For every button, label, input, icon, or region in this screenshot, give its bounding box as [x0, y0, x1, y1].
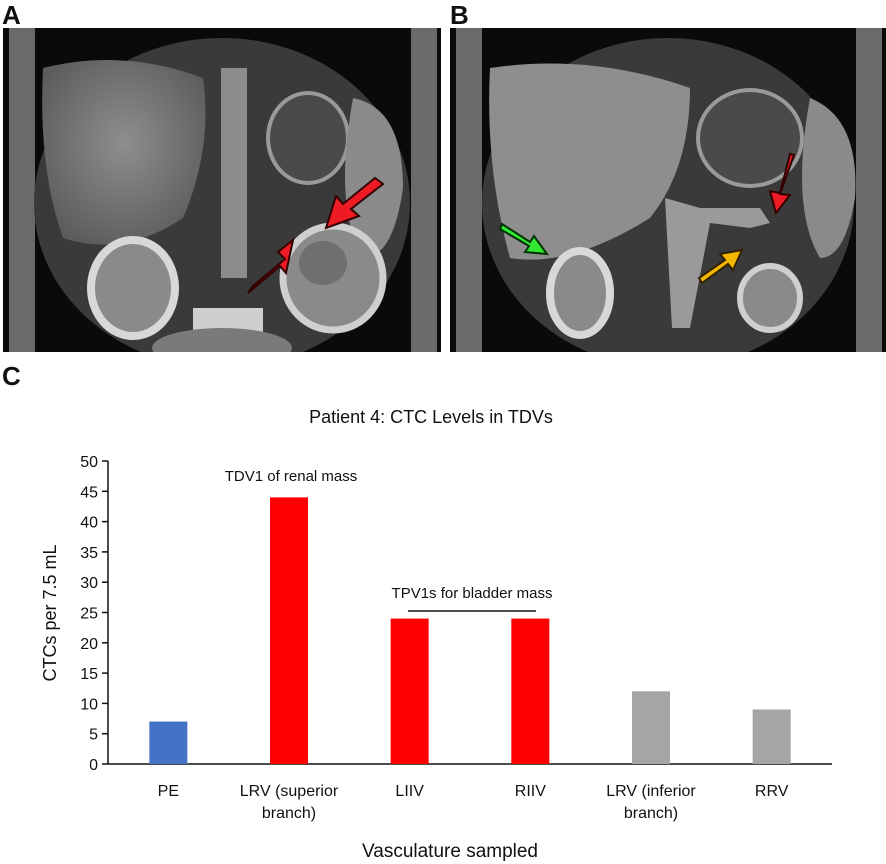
y-tick-label: 40 — [80, 515, 98, 532]
ct-image-b — [450, 28, 886, 352]
x-tick-label: PE — [158, 783, 179, 800]
x-tick-label: RIIV — [515, 783, 546, 800]
y-axis-label: CTCs per 7.5 mL — [40, 544, 60, 681]
y-tick-label: 5 — [89, 727, 98, 744]
y-tick-label: 15 — [80, 666, 98, 683]
y-tick-label: 20 — [80, 636, 98, 653]
bar — [752, 709, 791, 764]
panel-label-a: A — [2, 0, 21, 30]
bar — [511, 618, 550, 764]
y-tick-label: 10 — [80, 696, 98, 713]
bar-chart: Patient 4: CTC Levels in TDVs CTCs per 7… — [40, 407, 832, 862]
bar — [149, 721, 188, 764]
bar — [632, 691, 670, 764]
y-tick-label: 50 — [80, 454, 98, 471]
panel-label-c: C — [2, 361, 21, 391]
chart-title: Patient 4: CTC Levels in TDVs — [309, 407, 553, 427]
red-arrow-2 — [247, 237, 295, 294]
red-arrow-3 — [768, 152, 796, 216]
annotation-tdv1: TDV1 of renal mass — [225, 468, 358, 485]
y-tick-label: 45 — [80, 484, 98, 501]
ct-image-a — [3, 28, 441, 352]
bar — [270, 497, 308, 764]
y-tick-label: 0 — [89, 757, 98, 774]
panel-label-b: B — [450, 0, 469, 30]
yellow-arrow — [697, 248, 744, 285]
x-tick-label: LRV (superior branch) — [240, 783, 339, 822]
x-axis-label: Vasculature sampled — [362, 841, 538, 862]
y-tick-label: 35 — [80, 545, 98, 562]
y-tick-label: 30 — [80, 575, 98, 592]
red-arrow-1 — [324, 176, 385, 230]
x-tick-label: LIIV — [395, 783, 424, 800]
annotation-tpv1s: TPV1s for bladder mass — [392, 585, 553, 602]
x-tick-label: RRV — [755, 783, 789, 800]
green-arrow — [498, 222, 550, 256]
y-tick-label: 25 — [80, 606, 98, 623]
x-tick-label: LRV (inferior branch) — [606, 783, 696, 822]
bar — [390, 618, 429, 764]
